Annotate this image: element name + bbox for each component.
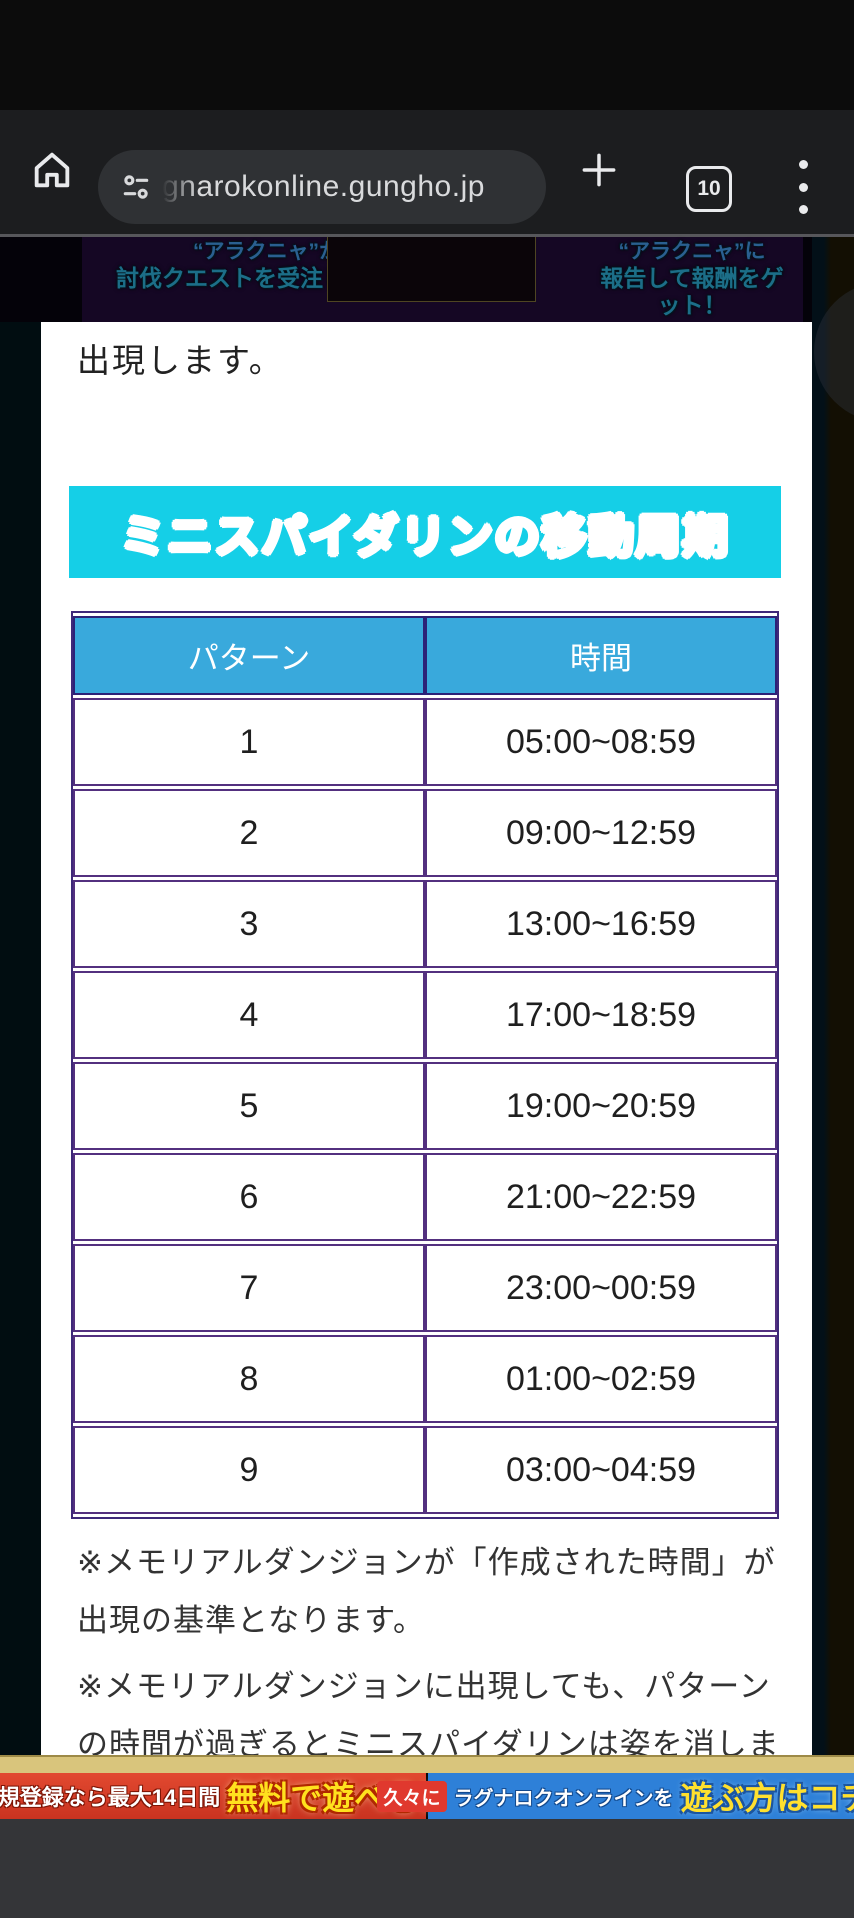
toolbar-divider bbox=[0, 234, 854, 237]
hero-right-quote: “アラクニャ”に bbox=[618, 240, 766, 263]
hero-panel: “アラクニャ”から 討伐クエストを受注しましょう “アラクニャ”に 報告して報酬… bbox=[82, 237, 803, 322]
cell-pattern: 7 bbox=[73, 1244, 425, 1332]
ad-banner-returning-player[interactable]: 久々に ラグナロクオンラインを 遊ぶ方はコチラ bbox=[377, 1773, 854, 1819]
cell-pattern: 4 bbox=[73, 971, 425, 1059]
cell-time: 05:00~08:59 bbox=[425, 698, 777, 786]
tab-count: 10 bbox=[697, 177, 721, 200]
status-bar bbox=[0, 0, 854, 110]
table-row: 2 09:00~12:59 bbox=[73, 789, 777, 877]
section-banner: ミニスパイダリンの移動周期 bbox=[69, 486, 781, 578]
cell-time: 03:00~04:59 bbox=[425, 1426, 777, 1514]
footnote: ※メモリアルダンジョンが「作成された時間」が出現の基準となります。 bbox=[77, 1545, 776, 1638]
cell-pattern: 8 bbox=[73, 1335, 425, 1423]
new-tab-button[interactable] bbox=[572, 146, 626, 198]
table-row: 5 19:00~20:59 bbox=[73, 1062, 777, 1150]
home-icon bbox=[29, 147, 75, 198]
cell-pattern: 1 bbox=[73, 698, 425, 786]
hero-right-text: 報告して報酬をゲット！ bbox=[600, 265, 784, 318]
url-bar[interactable]: gnarokonline.gungho.jp bbox=[98, 150, 546, 224]
browser-menu-button[interactable] bbox=[788, 158, 818, 216]
table-row: 1 05:00~08:59 bbox=[73, 698, 777, 786]
table-row: 3 13:00~16:59 bbox=[73, 880, 777, 968]
ad-banner-free-trial[interactable]: 新規登録なら最大14日間 無料で遊べる！ bbox=[0, 1773, 450, 1819]
pattern-table: パターン 時間 1 05:00~08:59 2 09:00~12:59 3 13:00… bbox=[71, 611, 779, 1519]
hero-left-quote: “アラクニャ”から bbox=[193, 240, 361, 263]
event-hero-strip: “アラクニャ”から 討伐クエストを受注しましょう “アラクニャ”に 報告して報酬… bbox=[0, 237, 854, 322]
url-fade-overlay bbox=[156, 150, 198, 224]
cell-time: 19:00~20:59 bbox=[425, 1062, 777, 1150]
intro-text: 出現します。 bbox=[77, 342, 284, 379]
cell-pattern: 9 bbox=[73, 1426, 425, 1514]
kebab-dot bbox=[798, 205, 808, 214]
cell-time: 21:00~22:59 bbox=[425, 1153, 777, 1241]
plus-icon bbox=[577, 148, 621, 197]
ad-right-chip: 久々に bbox=[377, 1780, 447, 1812]
ad-top-border bbox=[0, 1755, 854, 1773]
table-row: 6 21:00~22:59 bbox=[73, 1153, 777, 1241]
section-title: ミニスパイダリンの移動周期 bbox=[120, 500, 729, 565]
browser-toolbar: gnarokonline.gungho.jp 10 bbox=[0, 110, 854, 234]
col-header-time: 時間 bbox=[425, 616, 777, 695]
cell-pattern: 5 bbox=[73, 1062, 425, 1150]
table-row: 9 03:00~04:59 bbox=[73, 1426, 777, 1514]
article-content: 出現します。 ミニスパイダリンの移動周期 パターン 時間 1 05:00~08:5… bbox=[41, 322, 812, 1820]
cell-time: 13:00~16:59 bbox=[425, 880, 777, 968]
hero-note-right: “アラクニャ”に 報告して報酬をゲット！ bbox=[592, 239, 792, 319]
ad-right-line2: 遊ぶ方はコチラ bbox=[680, 1780, 854, 1816]
tab-switcher-button[interactable]: 10 bbox=[686, 166, 732, 212]
ad-right-line1: ラグナロクオンラインを bbox=[453, 1787, 674, 1810]
table-header-row: パターン 時間 bbox=[73, 616, 777, 695]
site-settings-icon[interactable] bbox=[120, 171, 152, 203]
home-button[interactable] bbox=[26, 146, 78, 198]
bottom-system-area bbox=[0, 1819, 854, 1918]
cell-time: 01:00~02:59 bbox=[425, 1335, 777, 1423]
cell-pattern: 6 bbox=[73, 1153, 425, 1241]
kebab-dot bbox=[798, 160, 808, 169]
kebab-dot bbox=[798, 182, 808, 192]
cell-time: 17:00~18:59 bbox=[425, 971, 777, 1059]
cell-time: 09:00~12:59 bbox=[425, 789, 777, 877]
table-row: 4 17:00~18:59 bbox=[73, 971, 777, 1059]
scroll-top-button-ghost[interactable] bbox=[814, 282, 854, 422]
hero-image bbox=[327, 237, 536, 302]
table-row: 7 23:00~00:59 bbox=[73, 1244, 777, 1332]
cell-time: 23:00~00:59 bbox=[425, 1244, 777, 1332]
url-text: gnarokonline.gungho.jp bbox=[162, 170, 485, 203]
col-header-pattern: パターン bbox=[73, 616, 425, 695]
cell-pattern: 3 bbox=[73, 880, 425, 968]
page-left-gutter bbox=[0, 322, 41, 1755]
table-row: 8 01:00~02:59 bbox=[73, 1335, 777, 1423]
page-right-gutter bbox=[812, 237, 854, 1755]
cell-pattern: 2 bbox=[73, 789, 425, 877]
ad-left-line1: 新規登録なら最大14日間 bbox=[0, 1785, 221, 1810]
